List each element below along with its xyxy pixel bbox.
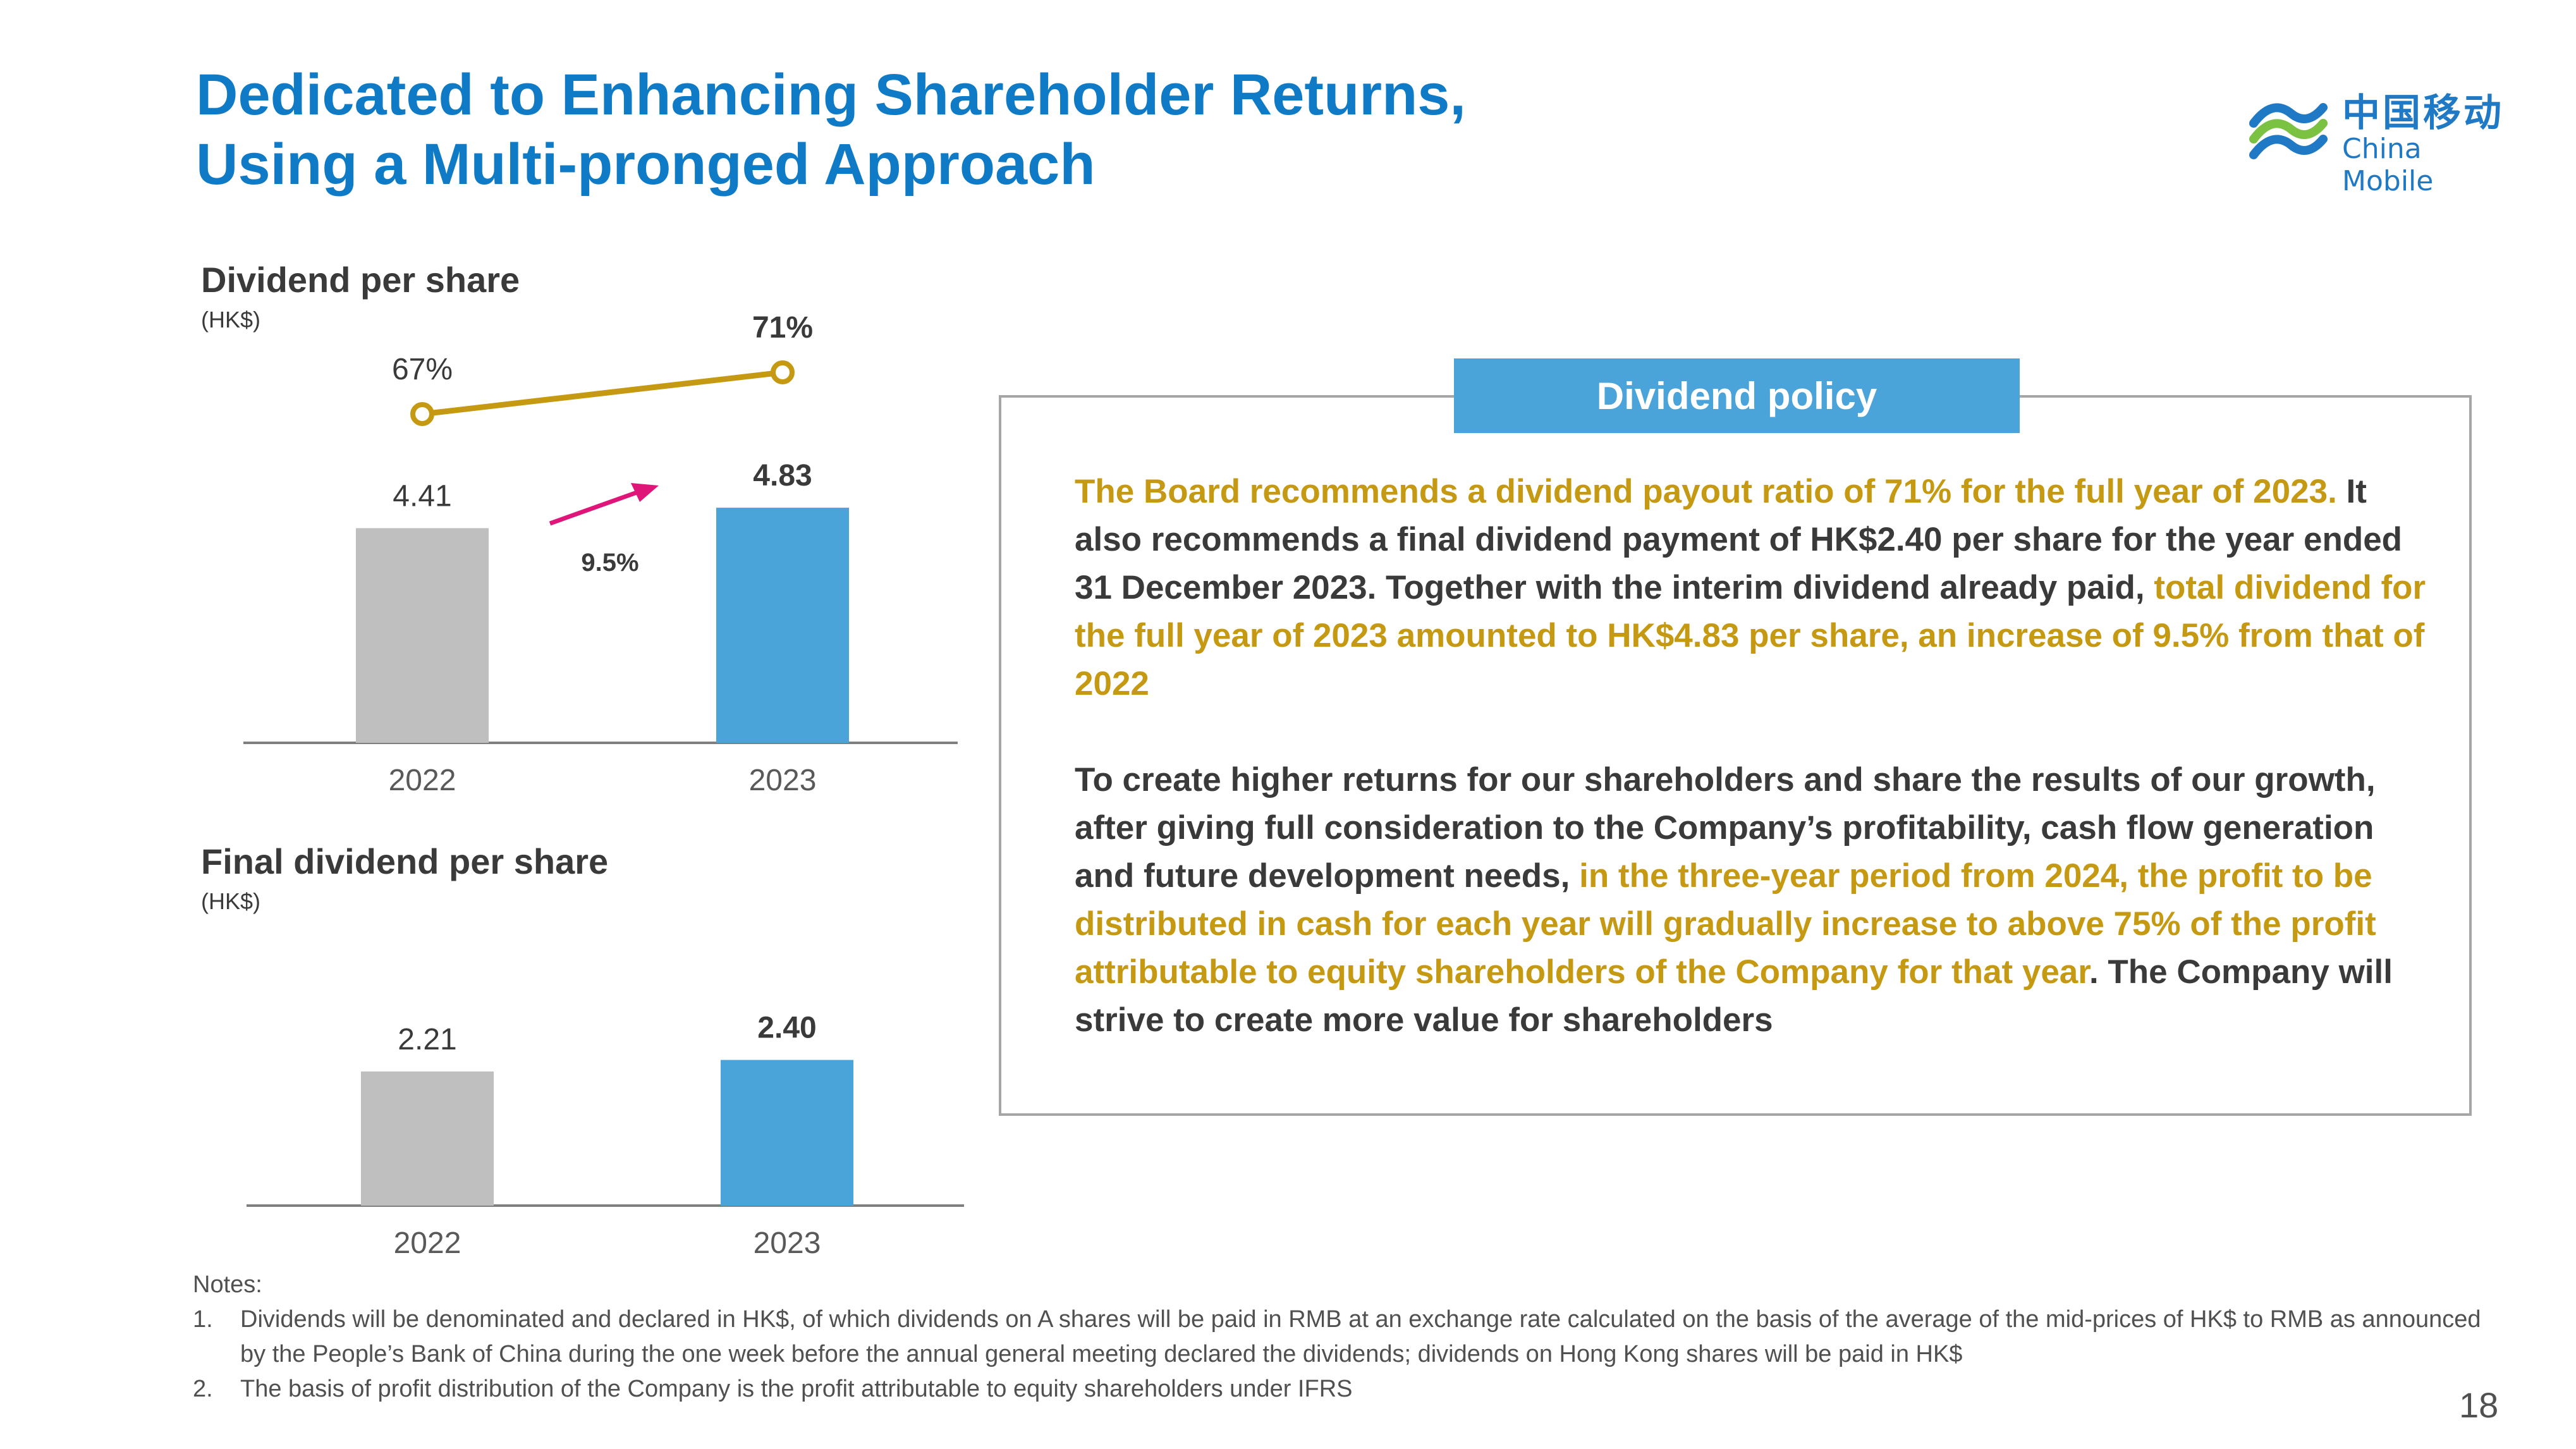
bar-2023: [721, 1060, 853, 1206]
growth-arrow: [549, 489, 640, 526]
note-item-1: 1. Dividends will be denominated and dec…: [193, 1302, 2500, 1372]
slide-title: Dedicated to Enhancing Shareholder Retur…: [196, 60, 1903, 199]
payout-ratio-label: 71%: [752, 311, 813, 345]
bar-value-label: 2.21: [398, 1023, 456, 1056]
note-number: 1.: [193, 1306, 213, 1333]
dividend-per-share-chart: 4.41 2022 4.83 2023 67% 71% 9.5%: [243, 311, 958, 797]
growth-label: 9.5%: [581, 549, 638, 577]
note-text: Dividends will be denominated and declar…: [240, 1306, 2481, 1367]
bar-value-label: 4.41: [393, 479, 451, 513]
payout-ratio-label: 67%: [392, 353, 453, 386]
policy-paragraph-1: The Board recommends a dividend payout r…: [1075, 468, 2434, 708]
bar-value-label: 4.83: [753, 459, 812, 492]
china-mobile-logo: 中国移动 China Mobile: [2247, 82, 2519, 197]
payout-ratio-line: [422, 369, 783, 417]
growth-arrow-head: [631, 483, 659, 502]
policy-p1-highlight-a: The Board recommends a dividend payout r…: [1075, 473, 2337, 510]
bar-2022: [361, 1071, 494, 1206]
bar-2023: [716, 508, 849, 743]
logo-chinese-name: 中国移动: [2342, 91, 2504, 135]
china-mobile-logo-icon: [2249, 103, 2328, 159]
policy-paragraph-2: To create higher returns for our shareho…: [1075, 756, 2434, 1044]
policy-p1-highlight-b: total dividend for the full year of 2023…: [1075, 569, 2426, 702]
slide-title-line2: Using a Multi-pronged Approach: [196, 132, 1096, 197]
note-number: 2.: [193, 1376, 213, 1402]
x-tick-label: 2022: [394, 1226, 461, 1260]
policy-p2-plain-a: To create higher returns for our shareho…: [1075, 761, 2376, 895]
logo-english-name: China Mobile: [2342, 133, 2434, 197]
page-number: 18: [2459, 1385, 2499, 1425]
policy-p2-plain-b: . The Company will strive to create more…: [1075, 953, 2393, 1039]
note-text: The basis of profit distribution of the …: [240, 1376, 1353, 1402]
chart1-title: Dividend per share: [201, 260, 520, 300]
footnotes: Notes: 1. Dividends will be denominated …: [193, 1268, 2500, 1407]
x-tick-label: 2023: [754, 1226, 821, 1260]
slide-title-line1: Dedicated to Enhancing Shareholder Retur…: [196, 63, 1466, 127]
chart1-unit: (HK$): [201, 307, 261, 333]
x-tick-label: 2023: [749, 764, 817, 797]
notes-heading: Notes:: [193, 1271, 262, 1298]
chart2-unit: (HK$): [201, 888, 261, 914]
policy-p2-highlight: in the three-year period from 2024, the …: [1075, 857, 2376, 991]
policy-p1-plain: It also recommends a final dividend paym…: [1075, 473, 2403, 606]
payout-ratio-point: [771, 360, 795, 384]
x-tick-label: 2022: [389, 764, 456, 797]
bar-2022: [356, 528, 489, 743]
note-item-2: 2. The basis of profit distribution of t…: [193, 1372, 2500, 1407]
chart2-title: Final dividend per share: [201, 841, 609, 881]
bar-value-label: 2.40: [757, 1012, 816, 1045]
final-dividend-per-share-chart: 2.21 2022 2.40 2023: [247, 1012, 964, 1260]
payout-ratio-point: [410, 402, 434, 426]
dividend-policy-header: Dividend policy: [1454, 358, 2020, 433]
dividend-policy-text: The Board recommends a dividend payout r…: [1075, 468, 2434, 1044]
